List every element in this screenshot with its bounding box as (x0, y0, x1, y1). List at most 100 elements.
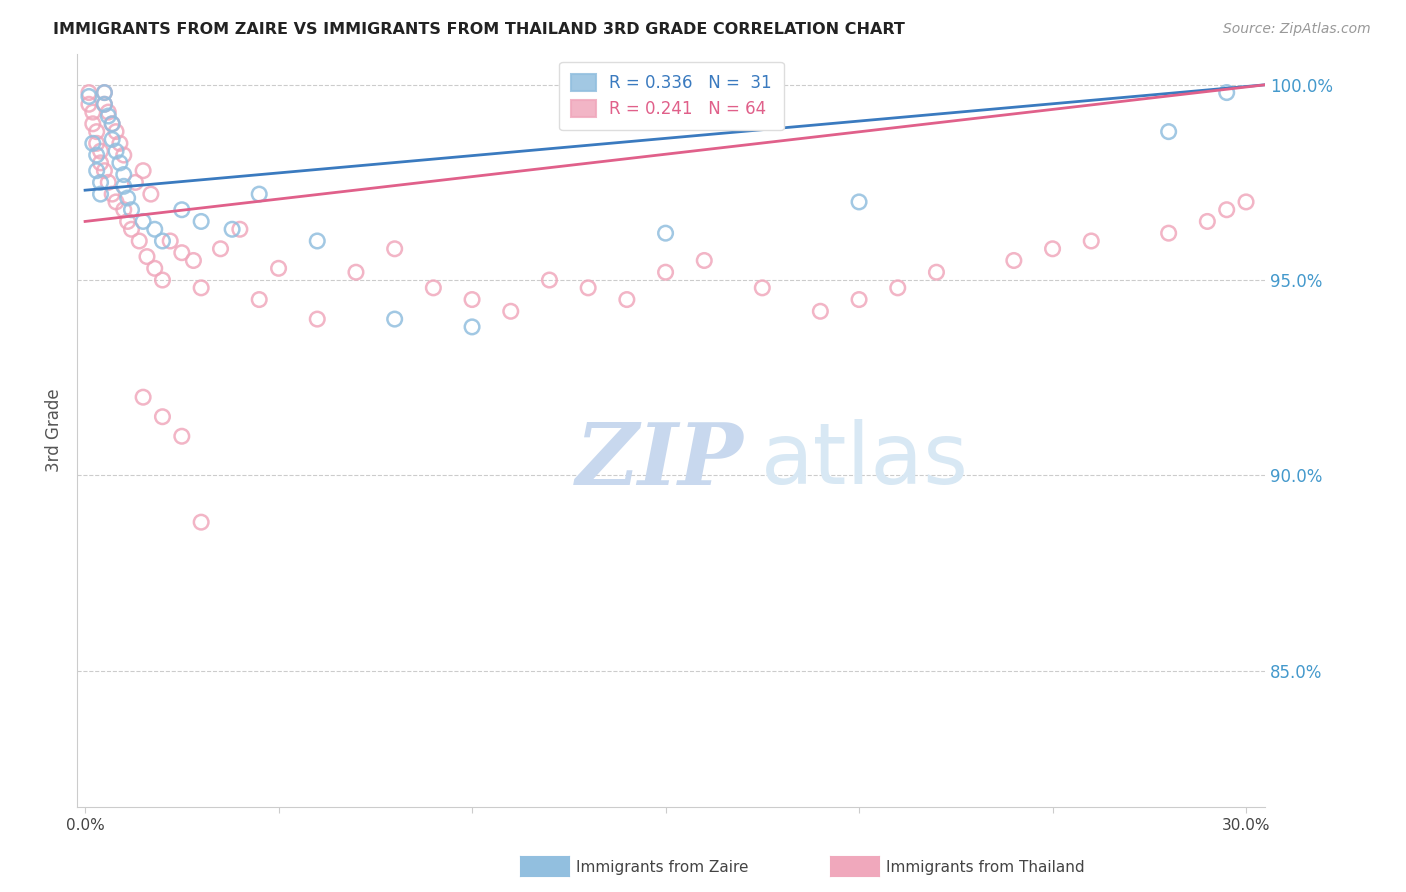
Point (159, 234, 181, 248)
Point (247, 187, 270, 202)
Point (422, 281, 444, 295)
Point (101, 132, 124, 146)
Point (307, 234, 329, 248)
Point (86, 163, 108, 178)
Point (132, 214, 155, 228)
Point (121, 222, 143, 236)
Legend: R = 0.336   N =  31, R = 0.241   N = 64: R = 0.336 N = 31, R = 0.241 N = 64 (560, 62, 783, 130)
Point (384, 242, 406, 256)
Point (152, 409, 174, 424)
Point (693, 253, 716, 268)
Point (77, 89, 100, 103)
Point (654, 226, 676, 240)
Point (190, 214, 212, 228)
Point (152, 273, 174, 287)
Point (93, 97, 115, 112)
Text: IMMIGRANTS FROM ZAIRE VS IMMIGRANTS FROM THAILAND 3RD GRADE CORRELATION CHART: IMMIGRANTS FROM ZAIRE VS IMMIGRANTS FROM… (53, 22, 905, 37)
Point (82, 136, 104, 151)
Point (105, 125, 128, 139)
Point (132, 390, 155, 404)
Point (101, 117, 124, 131)
Point (221, 222, 243, 236)
Point (1157, 125, 1180, 139)
Point (97, 109, 120, 123)
Text: Immigrants from Zaire: Immigrants from Zaire (576, 860, 749, 874)
Point (86, 125, 108, 139)
Point (101, 117, 124, 131)
Point (1215, 86, 1237, 100)
Point (152, 234, 174, 248)
Point (93, 163, 115, 178)
Point (229, 222, 252, 236)
Point (848, 293, 870, 307)
Y-axis label: 3rd Grade: 3rd Grade (45, 389, 63, 472)
Point (124, 175, 146, 189)
Point (139, 187, 162, 202)
Point (1002, 253, 1025, 268)
Point (190, 515, 212, 529)
Point (1042, 242, 1064, 256)
Point (132, 163, 155, 178)
Point (77, 86, 100, 100)
Point (97, 175, 120, 189)
Point (97, 105, 120, 120)
Point (751, 281, 773, 295)
Point (108, 156, 131, 170)
Point (461, 293, 484, 307)
Point (136, 250, 159, 264)
Point (170, 429, 193, 443)
Point (93, 97, 115, 112)
Point (86, 136, 108, 151)
Point (117, 191, 139, 205)
Point (616, 293, 638, 307)
Point (1080, 234, 1102, 248)
Point (183, 253, 205, 268)
Point (654, 265, 676, 279)
Point (82, 117, 104, 131)
Point (121, 202, 143, 217)
Point (384, 312, 406, 326)
Text: atlas: atlas (761, 419, 969, 502)
Point (247, 293, 270, 307)
Point (117, 214, 139, 228)
Point (887, 281, 910, 295)
Point (143, 261, 166, 276)
Point (1215, 202, 1237, 217)
Point (86, 148, 108, 162)
Point (267, 261, 290, 276)
Point (90, 156, 112, 170)
Point (538, 273, 561, 287)
Text: Source: ZipAtlas.com: Source: ZipAtlas.com (1223, 22, 1371, 37)
Point (344, 265, 367, 279)
Point (808, 304, 831, 318)
Point (925, 265, 948, 279)
Point (307, 312, 329, 326)
Point (461, 319, 484, 334)
Point (112, 168, 135, 182)
Point (93, 86, 115, 100)
Point (1234, 194, 1257, 209)
Point (108, 136, 131, 151)
Point (143, 222, 166, 236)
Point (1157, 226, 1180, 240)
Point (90, 144, 112, 158)
Point (128, 234, 150, 248)
Text: ZIP: ZIP (576, 418, 744, 502)
Point (209, 242, 232, 256)
Point (90, 175, 112, 189)
Point (848, 194, 870, 209)
Point (101, 187, 124, 202)
Text: Immigrants from Thailand: Immigrants from Thailand (886, 860, 1084, 874)
Point (77, 97, 100, 112)
Point (112, 179, 135, 194)
Point (1197, 214, 1219, 228)
Point (90, 187, 112, 202)
Point (576, 281, 599, 295)
Point (190, 281, 212, 295)
Point (112, 202, 135, 217)
Point (112, 148, 135, 162)
Point (93, 86, 115, 100)
Point (170, 202, 193, 217)
Point (105, 144, 128, 158)
Point (170, 245, 193, 260)
